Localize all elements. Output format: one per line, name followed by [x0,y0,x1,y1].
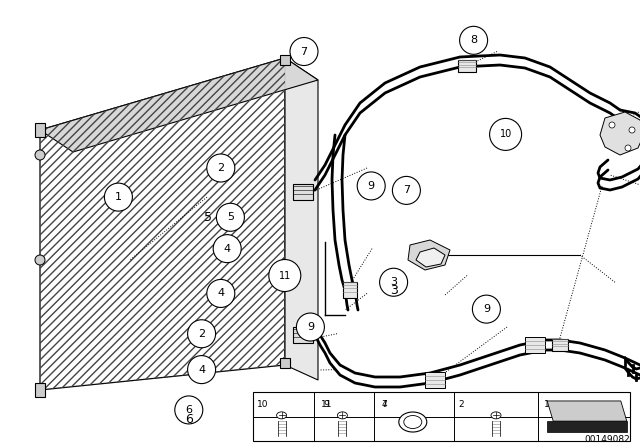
Text: 3: 3 [390,277,397,287]
Circle shape [207,154,235,182]
Polygon shape [40,58,318,152]
Ellipse shape [404,415,422,429]
Text: 9: 9 [367,181,375,191]
Bar [425,372,445,388]
Circle shape [188,320,216,348]
Polygon shape [416,248,445,267]
Circle shape [625,145,631,151]
Circle shape [296,313,324,341]
Text: 7: 7 [300,47,308,56]
Circle shape [460,26,488,54]
Ellipse shape [337,412,348,419]
Text: 00149082: 00149082 [585,435,630,444]
Circle shape [207,280,235,307]
Circle shape [609,122,615,128]
Text: 10: 10 [257,400,268,409]
Bar [280,358,290,368]
Text: 8: 8 [470,35,477,45]
Circle shape [35,150,45,160]
Text: 2: 2 [217,163,225,173]
Text: 4: 4 [198,365,205,375]
Circle shape [216,203,244,231]
Circle shape [490,118,522,151]
Circle shape [357,172,385,200]
Text: 5: 5 [227,212,234,222]
Text: 4: 4 [217,289,225,298]
Circle shape [104,183,132,211]
Ellipse shape [276,412,287,419]
Ellipse shape [399,412,427,432]
Circle shape [269,259,301,292]
Bar [35,123,45,137]
Circle shape [175,396,203,424]
Text: 4: 4 [223,244,231,254]
Polygon shape [40,58,285,390]
Circle shape [290,38,318,65]
Polygon shape [408,240,450,270]
Ellipse shape [491,412,501,419]
Bar [280,55,290,65]
Text: 1: 1 [545,400,550,409]
Circle shape [213,235,241,263]
Circle shape [472,295,500,323]
Circle shape [392,177,420,204]
Text: 6: 6 [186,405,192,415]
Circle shape [629,127,635,133]
Text: 1: 1 [115,192,122,202]
Bar [525,337,545,353]
Text: 5: 5 [204,211,212,224]
Circle shape [380,268,408,296]
Bar [293,184,313,200]
Bar [343,282,357,298]
Text: 2: 2 [198,329,205,339]
Text: 11: 11 [321,400,332,409]
Text: 6: 6 [185,414,193,426]
Text: 9: 9 [324,400,329,409]
Text: 4: 4 [381,400,387,409]
Bar [293,327,313,343]
Polygon shape [600,112,640,155]
Text: 7: 7 [403,185,410,195]
Bar [458,60,476,72]
Text: 10: 10 [499,129,512,139]
Text: 7: 7 [381,400,387,409]
Circle shape [35,255,45,265]
Polygon shape [547,421,627,432]
Text: 2: 2 [458,400,463,409]
Polygon shape [547,401,627,421]
Circle shape [188,356,216,383]
Text: 9: 9 [307,322,314,332]
Bar [552,339,568,351]
Polygon shape [285,58,318,380]
Bar [253,392,630,441]
Text: 3: 3 [390,284,397,297]
Bar [35,383,45,397]
Text: 11: 11 [278,271,291,280]
Text: 9: 9 [483,304,490,314]
